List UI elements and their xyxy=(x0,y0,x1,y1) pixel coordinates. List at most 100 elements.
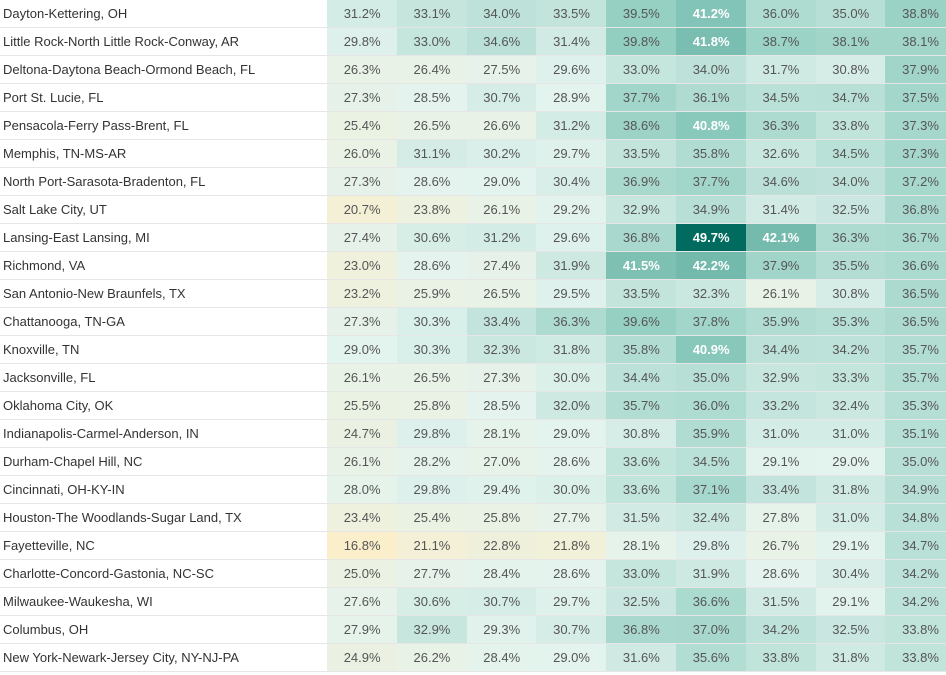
heatmap-cell: 30.8% xyxy=(815,280,886,307)
heatmap-cell: 37.3% xyxy=(885,112,946,139)
heatmap-cell: 42.1% xyxy=(745,224,817,251)
heatmap-cell: 35.7% xyxy=(606,392,677,419)
heatmap-cell: 31.4% xyxy=(536,28,607,55)
heatmap-cell: 40.8% xyxy=(676,112,747,139)
heatmap-cell: 33.0% xyxy=(606,56,677,83)
heatmap-cell: 21.8% xyxy=(536,532,607,559)
heatmap-cell: 37.3% xyxy=(885,140,946,167)
table-row: Fayetteville, NC 16.8% 21.1% 22.8% 21.8% 28.1… xyxy=(0,532,946,560)
heatmap-cell: 36.6% xyxy=(885,252,946,279)
heatmap-cell: 30.4% xyxy=(536,168,607,195)
heatmap-cell: 22.8% xyxy=(466,532,537,559)
row-label: Little Rock-North Little Rock-Conway, AR xyxy=(3,34,240,49)
heatmap-cell: 33.4% xyxy=(466,308,537,335)
row-label: New York-Newark-Jersey City, NY-NJ-PA xyxy=(3,650,239,665)
table-row: Port St. Lucie, FL 27.3% 28.5% 30.7% 28.9% 37… xyxy=(0,84,946,112)
heatmap-cell: 26.3% xyxy=(327,56,398,83)
heatmap-cell: 28.4% xyxy=(466,644,537,671)
heatmap-cell: 27.7% xyxy=(396,560,468,587)
heatmap-cell: 36.0% xyxy=(745,0,817,27)
row-label: Memphis, TN-MS-AR xyxy=(3,146,127,161)
heatmap-cell: 31.4% xyxy=(745,196,817,223)
table-row: Houston-The Woodlands-Sugar Land, TX 23.4… xyxy=(0,504,946,532)
heatmap-cell: 27.3% xyxy=(327,84,398,111)
table-row: Oklahoma City, OK 25.5% 25.8% 28.5% 32.0% 35.… xyxy=(0,392,946,420)
heatmap-cell: 34.5% xyxy=(676,448,747,475)
row-label: San Antonio-New Braunfels, TX xyxy=(3,286,186,301)
heatmap-cell: 16.8% xyxy=(327,532,398,559)
heatmap-cell: 35.8% xyxy=(606,336,677,363)
row-label: Oklahoma City, OK xyxy=(3,398,114,413)
heatmap-cell: 32.3% xyxy=(466,336,537,363)
heatmap-cell: 30.7% xyxy=(466,84,537,111)
heatmap-cell: 30.6% xyxy=(396,224,468,251)
heatmap-cell: 37.7% xyxy=(676,168,747,195)
heatmap-cell: 25.8% xyxy=(396,392,468,419)
heatmap-cell: 26.1% xyxy=(745,280,817,307)
heatmap-cell: 41.8% xyxy=(676,28,747,55)
heatmap-cell: 33.8% xyxy=(745,644,817,671)
table-row: New York-Newark-Jersey City, NY-NJ-PA 24.… xyxy=(0,644,946,672)
heatmap-cell: 35.9% xyxy=(676,420,747,447)
heatmap-cell: 33.5% xyxy=(606,140,677,167)
heatmap-cell: 25.8% xyxy=(466,504,537,531)
heatmap-cell: 30.7% xyxy=(536,616,607,643)
heatmap-cell: 29.5% xyxy=(536,280,607,307)
heatmap-cell: 31.2% xyxy=(466,224,537,251)
heatmap-cell: 35.3% xyxy=(885,392,946,419)
heatmap-cell: 36.8% xyxy=(885,196,946,223)
heatmap-cell: 35.7% xyxy=(885,336,946,363)
heatmap-cell: 34.5% xyxy=(815,140,886,167)
table-row: Knoxville, TN 29.0% 30.3% 32.3% 31.8% 35.8% 40… xyxy=(0,336,946,364)
heatmap-cell: 31.1% xyxy=(396,140,468,167)
heatmap-cell: 25.5% xyxy=(327,392,398,419)
heatmap-cell: 29.8% xyxy=(676,532,747,559)
table-row: Lansing-East Lansing, MI 27.4% 30.6% 31.2% 2… xyxy=(0,224,946,252)
heatmap-cell: 25.0% xyxy=(327,560,398,587)
heatmap-cell: 32.9% xyxy=(396,616,468,643)
heatmap-cell: 29.6% xyxy=(536,56,607,83)
heatmap-cell: 37.9% xyxy=(745,252,817,279)
heatmap-cell: 30.4% xyxy=(815,560,886,587)
heatmap-cell: 24.7% xyxy=(327,420,398,447)
table-row: Salt Lake City, UT 20.7% 23.8% 26.1% 29.2% 32… xyxy=(0,196,946,224)
heatmap-cell: 33.1% xyxy=(396,0,468,27)
heatmap-cell: 29.2% xyxy=(536,196,607,223)
heatmap-cell: 34.2% xyxy=(745,616,817,643)
heatmap-cell: 36.1% xyxy=(676,84,747,111)
heatmap-cell: 38.1% xyxy=(815,28,886,55)
heatmap-cell: 35.0% xyxy=(676,364,747,391)
heatmap-cell: 26.0% xyxy=(327,140,398,167)
table-row: Columbus, OH 27.9% 32.9% 29.3% 30.7% 36.8% 37.… xyxy=(0,616,946,644)
heatmap-cell: 41.5% xyxy=(606,252,677,279)
heatmap-cell: 28.2% xyxy=(396,448,468,475)
heatmap-cell: 27.5% xyxy=(466,56,537,83)
heatmap-cell: 26.2% xyxy=(396,644,468,671)
heatmap-cell: 37.9% xyxy=(885,56,946,83)
heatmap-cell: 39.8% xyxy=(606,28,677,55)
heatmap-cell: 36.7% xyxy=(885,224,946,251)
heatmap-cell: 35.8% xyxy=(676,140,747,167)
row-label: North Port-Sarasota-Bradenton, FL xyxy=(3,174,206,189)
row-label: Milwaukee-Waukesha, WI xyxy=(3,594,153,609)
table-row: Richmond, VA 23.0% 28.6% 27.4% 31.9% 41.5% 42.… xyxy=(0,252,946,280)
heatmap-cell: 33.8% xyxy=(815,112,886,139)
heatmap-cell: 33.0% xyxy=(606,560,677,587)
row-label: Chattanooga, TN-GA xyxy=(3,314,125,329)
row-label: Richmond, VA xyxy=(3,258,86,273)
heatmap-cell: 31.0% xyxy=(815,504,886,531)
heatmap-cell: 29.0% xyxy=(536,420,607,447)
row-label: Fayetteville, NC xyxy=(3,538,95,553)
heatmap-cell: 28.6% xyxy=(536,560,607,587)
row-label: Knoxville, TN xyxy=(3,342,80,357)
heatmap-cell: 36.3% xyxy=(745,112,817,139)
heatmap-cell: 31.8% xyxy=(815,476,886,503)
heatmap-cell: 31.6% xyxy=(606,644,677,671)
heatmap-cell: 34.4% xyxy=(606,364,677,391)
heatmap-cell: 32.4% xyxy=(676,504,747,531)
table-row: Deltona-Daytona Beach-Ormond Beach, FL 26… xyxy=(0,56,946,84)
heatmap-cell: 31.0% xyxy=(815,420,886,447)
heatmap-cell: 26.5% xyxy=(396,364,468,391)
heatmap-cell: 32.9% xyxy=(606,196,677,223)
heatmap-cell: 27.7% xyxy=(536,504,607,531)
